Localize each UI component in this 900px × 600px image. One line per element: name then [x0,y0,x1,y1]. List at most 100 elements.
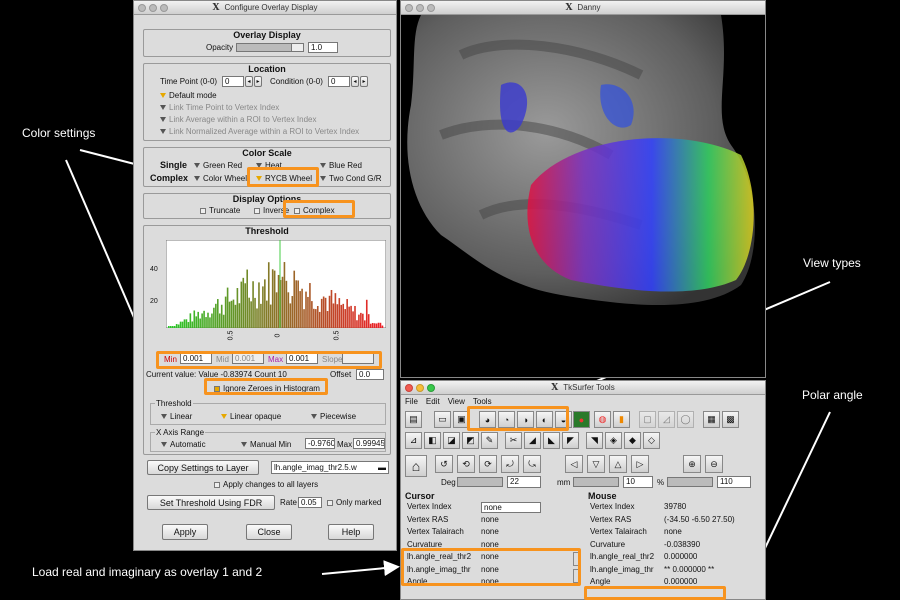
linear-radio[interactable]: Linear [161,412,192,421]
condition-decrement-button[interactable]: ◂ [351,76,359,87]
blue-red-radio[interactable]: Blue Red [320,161,362,170]
view-inflated-icon[interactable]: ◑ [517,411,534,428]
opacity-slider[interactable] [236,43,304,52]
apply-button[interactable]: Apply [162,524,208,540]
zoom-input[interactable]: 110 [717,476,751,488]
move-down-icon[interactable]: ▽ [587,455,605,473]
load-surface-icon[interactable]: ▤ [405,411,422,428]
patch-icon[interactable]: ◿ [658,411,675,428]
home-view-icon[interactable]: ⌂ [405,455,427,477]
menu-file[interactable]: File [405,397,418,406]
tool-mark-icon[interactable]: ✎ [481,432,498,449]
overlay-colorbar-icon[interactable]: ▮ [613,411,630,428]
color-wheel-radio[interactable]: Color Wheel [194,174,247,183]
color-icon[interactable]: ● [573,411,590,428]
green-red-radio[interactable]: Green Red [194,161,242,170]
tool-cut-icon[interactable]: ✂ [505,432,522,449]
time-point-input[interactable]: 0 [222,76,244,87]
link-average-radio[interactable]: Link Average within a ROI to Vertex Inde… [160,115,317,124]
help-button[interactable]: Help [328,524,374,540]
opacity-input[interactable]: 1.0 [308,42,338,53]
apply-all-checkbox[interactable]: Apply changes to all layers [214,480,318,489]
inverse-checkbox[interactable]: Inverse [254,206,289,215]
rycb-wheel-radio[interactable]: RYCB Wheel [256,174,312,183]
default-mode-radio[interactable]: Default mode [160,91,217,100]
view-medial-icon[interactable]: ◔ [498,411,515,428]
window-close-icon[interactable] [405,384,413,392]
heat-radio[interactable]: Heat [256,161,282,170]
zoom-in-icon[interactable]: ⊕ [683,455,701,473]
condition-input[interactable]: 0 [328,76,350,87]
tool-label-icon[interactable]: ◈ [605,432,622,449]
truncate-checkbox[interactable]: Truncate [200,206,240,215]
curvature-icon[interactable]: ◍ [594,411,611,428]
tool-erase-icon[interactable]: ◆ [624,432,641,449]
copy-settings-button[interactable]: Copy Settings to Layer [147,460,259,475]
window-minimize-icon[interactable] [416,384,424,392]
tool-draw-icon[interactable]: ◩ [462,432,479,449]
rotate-cw-icon[interactable]: ⤾ [501,455,519,473]
mm-input[interactable]: 10 [623,476,653,488]
manual-max-input[interactable]: 0.99945 [353,438,385,449]
print-icon[interactable]: ▩ [722,411,739,428]
label-icon[interactable]: ▢ [639,411,656,428]
tool-plane-icon[interactable]: ◣ [543,432,560,449]
rate-input[interactable]: 0.05 [298,497,322,508]
tool-closed-line-icon[interactable]: ◤ [562,432,579,449]
window-zoom-icon[interactable] [427,4,435,12]
zoom-out-icon[interactable]: ⊖ [705,455,723,473]
rotate-up-icon[interactable]: ⟲ [457,455,475,473]
move-left-icon[interactable]: ◁ [565,455,583,473]
move-up-icon[interactable]: △ [609,455,627,473]
only-marked-checkbox[interactable]: Only marked [327,498,381,507]
window-zoom-icon[interactable] [427,384,435,392]
time-point-increment-button[interactable]: ▸ [254,76,262,87]
layer-select[interactable]: lh.angle_imag_thr2.5.w ▬ [271,461,389,474]
window-zoom-icon[interactable] [160,4,168,12]
close-button[interactable]: Close [246,524,292,540]
tool-smooth-icon[interactable]: ◇ [643,432,660,449]
complex-checkbox[interactable]: Complex [294,206,335,215]
deg-input[interactable]: 22 [507,476,541,488]
tool-line-icon[interactable]: ◢ [524,432,541,449]
offset-input[interactable]: 0.0 [356,369,384,380]
time-point-decrement-button[interactable]: ◂ [245,76,253,87]
save-as-icon[interactable]: ▣ [453,411,470,428]
fill-icon[interactable]: ◯ [677,411,694,428]
save-icon[interactable]: ▭ [434,411,451,428]
rotate-left-icon[interactable]: ↺ [435,455,453,473]
tool-select-icon[interactable]: ◧ [424,432,441,449]
window-minimize-icon[interactable] [416,4,424,12]
histogram-chart[interactable] [166,240,386,328]
snapshot-icon[interactable]: ▦ [703,411,720,428]
condition-increment-button[interactable]: ▸ [360,76,368,87]
rotate-ccw-icon[interactable]: ⤿ [523,455,541,473]
menu-edit[interactable]: Edit [425,397,440,406]
two-cond-radio[interactable]: Two Cond G/R [320,174,381,183]
opacity-slider-handle[interactable] [291,44,303,51]
zoom-slider[interactable] [667,477,713,487]
cursor-row-value[interactable]: none [481,502,541,513]
menu-view[interactable]: View [447,397,465,406]
tool-path-icon[interactable]: ◪ [443,432,460,449]
piecewise-radio[interactable]: Piecewise [311,412,356,421]
set-threshold-fdr-button[interactable]: Set Threshold Using FDR [147,495,275,510]
manual-min-input[interactable]: -0.9760 [305,438,335,449]
automatic-radio[interactable]: Automatic [161,440,206,449]
window-close-icon[interactable] [405,4,413,12]
window-minimize-icon[interactable] [149,4,157,12]
window-close-icon[interactable] [138,4,146,12]
tool-fill-icon[interactable]: ◥ [586,432,603,449]
link-time-point-radio[interactable]: Link Time Point to Vertex Index [160,103,279,112]
brain-surface-view[interactable] [401,15,765,377]
manual-radio[interactable]: Manual Min [241,440,291,449]
ignore-zeroes-checkbox[interactable]: Ignore Zeroes in Histogram [214,384,320,393]
move-right-icon[interactable]: ▷ [631,455,649,473]
view-lateral-icon[interactable]: ◕ [479,411,496,428]
tool-navigate-icon[interactable]: ⊿ [405,432,422,449]
view-white-icon[interactable]: ◐ [536,411,553,428]
link-normalized-radio[interactable]: Link Normalized Average within a ROI to … [160,127,359,136]
deg-slider[interactable] [457,477,503,487]
menu-tools[interactable]: Tools [472,397,492,406]
rotate-down-icon[interactable]: ⟳ [479,455,497,473]
